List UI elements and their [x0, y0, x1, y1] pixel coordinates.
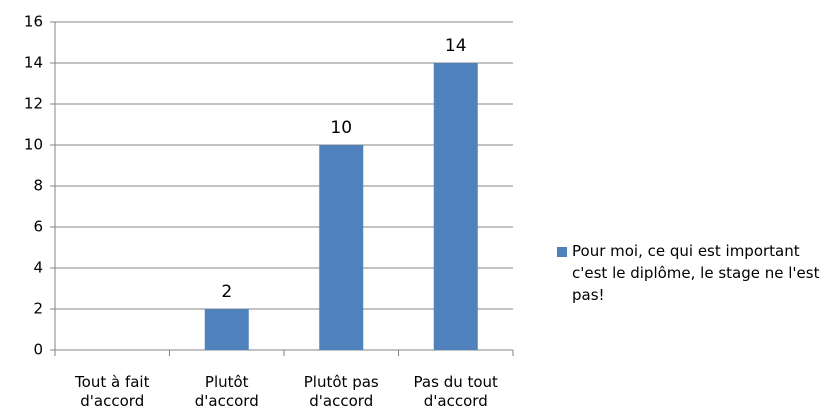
- bar: [319, 145, 364, 350]
- y-tick-label: 12: [24, 95, 43, 113]
- y-tick-label: 0: [33, 341, 43, 359]
- y-tick-label: 8: [33, 177, 43, 195]
- y-tick-label: 4: [33, 259, 43, 277]
- x-tick-label: Plutôt d'accord: [194, 373, 259, 410]
- x-tick-label: Pas du tout d'accord: [413, 373, 498, 410]
- bar: [433, 63, 478, 350]
- data-label: 10: [330, 118, 352, 138]
- x-tick-label: Tout à fait d'accord: [75, 373, 150, 410]
- legend-swatch: [557, 247, 567, 257]
- legend-label: Pour moi, ce qui est important c'est le …: [572, 242, 820, 304]
- data-label: 14: [445, 36, 467, 56]
- x-tick-label: Plutôt pas d'accord: [303, 373, 379, 410]
- y-tick-label: 14: [24, 54, 43, 72]
- bar: [204, 309, 249, 350]
- y-tick-label: 10: [24, 136, 43, 154]
- y-tick-label: 2: [33, 300, 43, 318]
- y-tick-label: 16: [24, 13, 43, 31]
- data-label: 2: [221, 282, 232, 302]
- y-tick-label: 6: [33, 218, 43, 236]
